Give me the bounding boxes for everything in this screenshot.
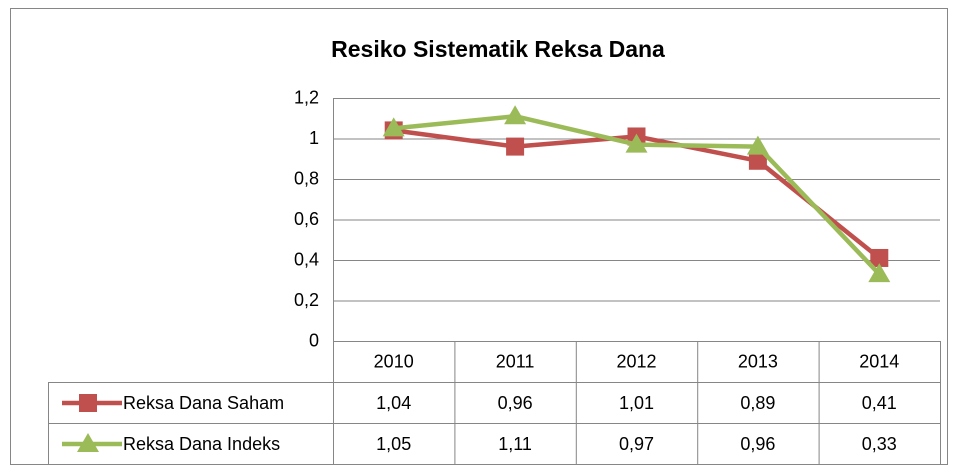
y-tick-label: 1,2	[294, 87, 319, 107]
y-tick-label: 1	[309, 128, 319, 148]
table-value: 0,97	[619, 434, 654, 454]
marker	[746, 135, 769, 155]
table-value: 1,05	[376, 434, 411, 454]
y-tick-label: 0,4	[294, 249, 319, 269]
marker	[382, 117, 405, 137]
legend-swatch-marker	[79, 394, 97, 412]
marker	[504, 105, 527, 125]
y-tick-label: 0,2	[294, 290, 319, 310]
x-tick-label: 2014	[859, 351, 899, 371]
legend-label: Reksa Dana Saham	[123, 393, 284, 413]
table-value: 0,96	[740, 434, 775, 454]
table-value: 1,11	[498, 434, 532, 454]
table-value: 0,33	[862, 434, 897, 454]
table-value: 1,04	[376, 393, 411, 413]
x-tick-label: 2012	[616, 351, 656, 371]
table-value: 0,89	[740, 393, 775, 413]
legend-swatch-marker	[77, 433, 99, 452]
x-tick-label: 2011	[496, 351, 535, 371]
marker	[870, 248, 889, 267]
chart-border	[10, 8, 948, 465]
y-tick-label: 0,8	[294, 168, 319, 188]
legend-label: Reksa Dana Indeks	[123, 434, 280, 454]
x-tick-label: 2010	[374, 351, 414, 371]
marker	[868, 263, 891, 283]
chart-title: Resiko Sistematik Reksa Dana	[331, 36, 665, 62]
y-tick-label: 0	[309, 330, 319, 350]
table-value: 0,96	[498, 393, 533, 413]
table-value: 1,01	[619, 393, 654, 413]
marker	[625, 133, 648, 153]
table-value: 0,41	[862, 393, 897, 413]
y-tick-label: 0,6	[294, 209, 319, 229]
marker	[748, 151, 767, 170]
marker	[506, 137, 525, 156]
x-tick-label: 2013	[738, 351, 778, 371]
